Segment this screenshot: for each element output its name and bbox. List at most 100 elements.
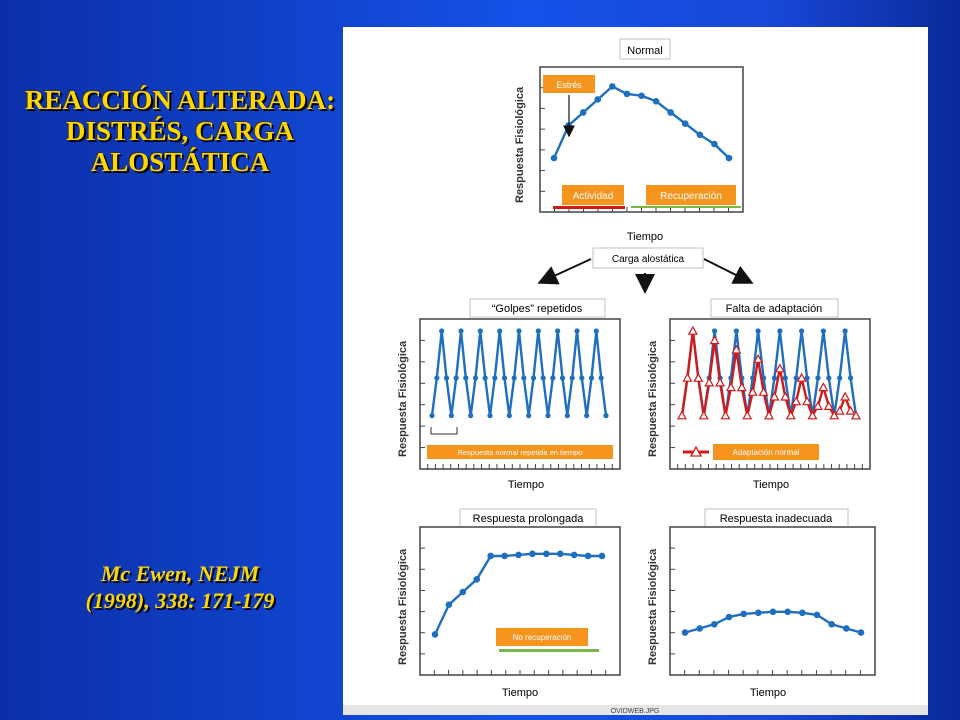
data-point (516, 328, 522, 334)
citation-line-2: (1998), 338: 171-179 (85, 588, 275, 613)
data-point (535, 328, 541, 334)
data-point (555, 328, 561, 334)
data-point (458, 328, 464, 334)
prolongada-xlabel: Tiempo (502, 687, 538, 699)
recovery-tag-label: Recuperación (660, 191, 722, 202)
data-point (681, 120, 689, 127)
adaptation-point (747, 386, 758, 396)
data-point (837, 375, 843, 381)
data-point (784, 608, 791, 616)
data-point (429, 413, 435, 419)
data-point (501, 552, 508, 560)
adaptation-point (823, 400, 834, 410)
data-point (445, 601, 453, 609)
adaptation-point (698, 410, 709, 420)
adaptation-point (742, 410, 753, 420)
data-point (782, 375, 788, 381)
data-point (609, 83, 616, 90)
source-label: OVIDWEB.JPG (611, 708, 660, 715)
data-point (584, 413, 590, 419)
data-point (559, 375, 566, 381)
data-point (526, 413, 532, 419)
data-point (638, 92, 645, 100)
adaptation-point (785, 410, 796, 420)
falta-note-tag (713, 444, 819, 460)
adaptation-point (693, 372, 704, 382)
data-point (769, 608, 777, 616)
data-point (545, 413, 551, 419)
adaptation-point (840, 391, 851, 401)
data-point (570, 551, 578, 559)
activity-bar (553, 206, 625, 209)
data-point (439, 328, 445, 334)
adaptation-point (720, 410, 731, 420)
inadecuada-plot (669, 526, 876, 676)
data-point (603, 413, 609, 419)
adaptation-point (725, 382, 736, 392)
adaptation-point (753, 353, 764, 363)
adaptation-point (676, 410, 688, 420)
allostatic-figure: Normal Respuesta Fisiológica Estrés Acti… (343, 27, 928, 715)
data-point (793, 375, 799, 381)
data-point (463, 375, 469, 381)
data-point (434, 375, 440, 381)
no-recovery-bar (499, 649, 599, 652)
adaptation-point (850, 410, 862, 420)
data-point (574, 328, 580, 334)
data-point (477, 328, 483, 334)
adaptation-point (769, 391, 780, 401)
adaptation-point (845, 405, 856, 415)
activity-tag (562, 185, 624, 205)
normal-title: Normal (627, 45, 662, 57)
data-point (492, 375, 498, 381)
source-strip (343, 705, 928, 715)
data-point (771, 375, 778, 381)
data-point (843, 625, 850, 632)
data-point (725, 154, 733, 162)
data-point (579, 375, 585, 381)
data-point (529, 550, 536, 558)
stress-tag (543, 75, 595, 93)
data-point (820, 328, 826, 334)
data-point (453, 375, 459, 381)
data-point (804, 375, 810, 381)
data-point (521, 375, 527, 381)
adaptation-point (774, 363, 785, 373)
data-point (799, 609, 806, 617)
adaptation-point (736, 382, 747, 392)
golpes-note-tag (427, 445, 613, 459)
golpes-ylabel: Respuesta Fisiológica (397, 340, 409, 457)
data-point (497, 328, 503, 334)
data-point (487, 413, 493, 419)
data-point (777, 328, 783, 334)
data-point (696, 131, 704, 139)
falta-title-box (710, 298, 839, 318)
data-point (564, 413, 570, 419)
data-point (482, 375, 488, 381)
adaptation-point (818, 382, 829, 392)
adaptation-point (791, 396, 802, 406)
data-point (506, 413, 512, 419)
data-point (588, 375, 595, 381)
adaptation-point (687, 325, 698, 335)
data-point (530, 375, 537, 381)
data-point (550, 154, 558, 162)
falta-ylabel: Respuesta Fisiológica (647, 340, 659, 457)
falta-xlabel: Tiempo (753, 479, 789, 491)
adaptation-point (834, 405, 845, 415)
inadecuada-ylabel: Respuesta Fisiológica (647, 548, 659, 665)
arrow-left (537, 258, 592, 285)
data-point (813, 611, 821, 619)
data-point (815, 375, 821, 381)
adaptation-point (715, 377, 726, 387)
data-point (448, 413, 454, 419)
data-point (725, 613, 733, 621)
data-point (799, 328, 805, 334)
golpes-title-box (469, 298, 606, 318)
adaptation-point (731, 344, 742, 354)
adaptation-point (709, 335, 720, 345)
stress-tag-label: Estrés (556, 80, 582, 90)
adaptation-point (829, 410, 840, 420)
data-point (593, 328, 599, 334)
data-point (556, 550, 564, 558)
